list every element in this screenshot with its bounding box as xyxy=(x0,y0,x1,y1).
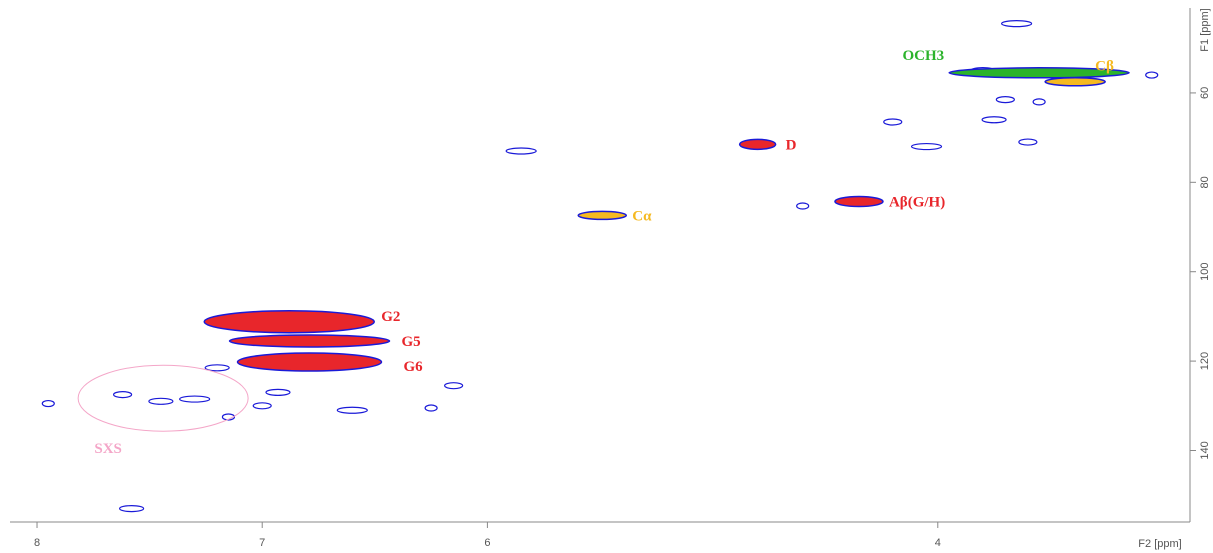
peak-label: G6 xyxy=(404,359,424,375)
cross-peak xyxy=(912,144,942,150)
peak-label: D xyxy=(786,137,797,153)
peak-label: G5 xyxy=(402,334,421,350)
y-tick-label: 100 xyxy=(1199,263,1211,281)
cross-peak xyxy=(266,389,290,395)
cross-peak xyxy=(797,203,809,209)
y-tick-label: 60 xyxy=(1199,87,1211,99)
cross-peak xyxy=(1019,139,1037,145)
peak-label: G2 xyxy=(381,309,400,325)
cross-peak xyxy=(1045,78,1105,86)
y-axis-label: F1 [ppm] xyxy=(1199,8,1211,51)
cross-peak xyxy=(253,403,271,409)
x-tick-label: 8 xyxy=(34,537,40,549)
chart: F2 [ppm] F1 [ppm] 8 7 6 4 60 80 100 120 140 OCH3 C… xyxy=(0,0,1213,553)
peak-label: Cα xyxy=(632,208,652,224)
cross-peak xyxy=(884,119,902,125)
cross-peak xyxy=(238,353,382,371)
x-tick-label: 6 xyxy=(484,537,490,549)
cross-peak xyxy=(204,311,374,333)
cross-peak xyxy=(425,405,437,411)
peak-label: Aβ(G/H) xyxy=(889,195,945,211)
peak-label: OCH3 xyxy=(902,48,944,64)
peak-label: SXS xyxy=(94,441,122,457)
cross-peak xyxy=(1033,99,1045,105)
x-axis-label: F2 [ppm] xyxy=(1138,538,1181,550)
cross-peak xyxy=(1002,21,1032,27)
y-tick-label: 140 xyxy=(1199,441,1211,459)
y-tick-label: 120 xyxy=(1199,352,1211,370)
y-tick-label: 80 xyxy=(1199,176,1211,188)
peak-label: Cβ xyxy=(1095,59,1114,75)
x-tick-label: 7 xyxy=(259,537,265,549)
cross-peak xyxy=(996,97,1014,103)
cross-peak xyxy=(506,148,536,154)
cross-peak xyxy=(835,197,883,207)
cross-peak xyxy=(445,383,463,389)
cross-peak xyxy=(230,335,390,347)
cross-peak xyxy=(180,396,210,402)
x-tick-label: 4 xyxy=(935,537,941,549)
cross-peak xyxy=(42,401,54,407)
cross-peak xyxy=(578,211,626,219)
cross-peak xyxy=(149,398,173,404)
cross-peak xyxy=(337,407,367,413)
cross-peak xyxy=(740,139,776,149)
cross-peak xyxy=(114,392,132,398)
cross-peak xyxy=(120,506,144,512)
cross-peak xyxy=(1146,72,1158,78)
cross-peak xyxy=(982,117,1006,123)
